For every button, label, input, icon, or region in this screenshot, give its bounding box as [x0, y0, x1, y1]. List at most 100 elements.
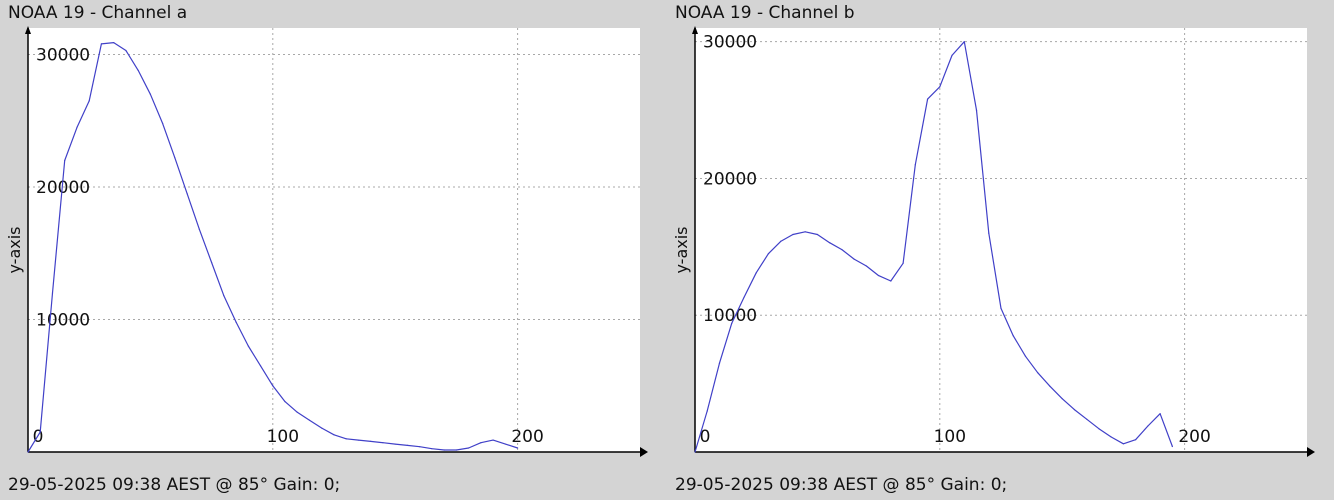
data-point: [370, 440, 372, 442]
data-point: [926, 98, 929, 100]
y-tick-label: 20000: [36, 178, 90, 198]
data-point: [431, 448, 433, 450]
data-point: [829, 242, 831, 244]
data-point: [100, 43, 103, 45]
data-point: [1135, 439, 1137, 441]
x-tick-label: 200: [511, 427, 543, 447]
data-point: [1024, 355, 1027, 357]
data-point: [333, 434, 335, 436]
data-point: [504, 443, 506, 445]
plot-area: [28, 28, 640, 452]
data-point: [125, 49, 127, 52]
x-tick-label: 200: [1178, 427, 1210, 447]
x-axis-arrow: [640, 447, 648, 457]
data-point: [1037, 372, 1039, 374]
data-point: [137, 69, 139, 71]
data-point: [492, 439, 494, 441]
data-point: [198, 228, 200, 230]
chart-panel-a: NOAA 19 - Channel a 0 100 200 10000 20000 300…: [5, 3, 648, 495]
data-point: [272, 385, 274, 387]
data-point: [878, 274, 880, 277]
data-point: [149, 93, 151, 95]
data-point: [853, 258, 855, 260]
y-tick-label: 30000: [703, 33, 757, 53]
data-point: [902, 262, 904, 264]
data-point: [755, 272, 757, 274]
chart-panel-b: NOAA 19 - Channel b 0 100 200 10000 20000 300…: [667, 0, 1334, 500]
y-tick-label: 10000: [36, 311, 90, 331]
data-point: [259, 365, 262, 367]
data-point: [1159, 413, 1161, 415]
data-point: [88, 100, 90, 102]
y-axis-arrow: [25, 26, 31, 34]
chart-title: NOAA 19 - Channel b: [675, 3, 855, 23]
data-point: [914, 164, 916, 166]
data-point: [1122, 443, 1124, 445]
x-tick-label: 0: [700, 427, 711, 447]
data-point: [382, 442, 384, 444]
chart-footer: 29-05-2025 09:38 AEST @ 85° Gain: 0;: [675, 475, 1008, 495]
data-point: [394, 443, 396, 445]
y-axis-label: y-axis: [672, 226, 691, 273]
data-point: [419, 446, 421, 448]
data-point: [345, 438, 347, 440]
data-point: [64, 159, 66, 162]
data-point: [211, 261, 213, 264]
data-point: [162, 122, 164, 124]
data-point: [890, 280, 892, 282]
data-point: [988, 232, 990, 234]
data-point: [731, 322, 733, 325]
data-point: [39, 431, 41, 433]
data-point: [296, 411, 298, 413]
x-tick-label: 100: [934, 427, 966, 447]
data-point: [284, 401, 286, 403]
data-point: [1000, 307, 1002, 309]
data-point: [455, 449, 457, 451]
data-point: [247, 345, 249, 347]
data-point: [743, 296, 745, 299]
data-point: [1110, 436, 1112, 438]
data-point: [694, 451, 696, 453]
data-point: [780, 240, 782, 242]
y-axis-label: y-axis: [5, 226, 24, 273]
y-tick-label: 30000: [36, 46, 90, 66]
data-point: [235, 321, 237, 323]
data-point: [406, 444, 409, 446]
data-point: [1012, 335, 1014, 337]
data-point: [443, 449, 445, 451]
series-line: [694, 41, 1173, 453]
data-point: [1061, 398, 1063, 400]
data-point: [939, 86, 941, 88]
data-point: [1147, 425, 1149, 427]
y-tick-label: 10000: [703, 306, 757, 326]
chart-footer: 29-05-2025 09:38 AEST @ 85° Gain: 0;: [8, 475, 341, 495]
data-point: [804, 231, 806, 233]
data-point: [468, 447, 470, 449]
data-point: [816, 233, 818, 236]
data-point: [951, 54, 953, 56]
data-point: [517, 447, 519, 449]
data-point: [321, 427, 323, 429]
y-axis-arrow: [692, 26, 698, 34]
x-tick-label: 100: [267, 427, 299, 447]
data-point: [1049, 385, 1051, 387]
x-tick-label: 0: [33, 427, 44, 447]
data-point: [1073, 409, 1076, 411]
chart-plot-b: 0 100 200 10000 20000 30000 y-axis: [672, 26, 1315, 457]
data-point: [1171, 445, 1173, 448]
data-point: [27, 451, 29, 453]
data-point: [480, 442, 482, 444]
data-point: [706, 410, 708, 412]
chart-plot-a: 0 100 200 10000 20000 30000 y-axis: [5, 26, 648, 457]
chart-title: NOAA 19 - Channel a: [8, 3, 188, 23]
data-point: [76, 126, 78, 128]
y-tick-label: 20000: [703, 169, 757, 189]
data-point: [308, 419, 311, 421]
data-point: [1098, 428, 1100, 430]
data-point: [113, 41, 115, 44]
plot-area: [695, 28, 1307, 452]
x-axis-arrow: [1307, 447, 1315, 457]
data-point: [223, 295, 225, 297]
data-point: [51, 292, 54, 294]
data-point: [174, 157, 176, 159]
